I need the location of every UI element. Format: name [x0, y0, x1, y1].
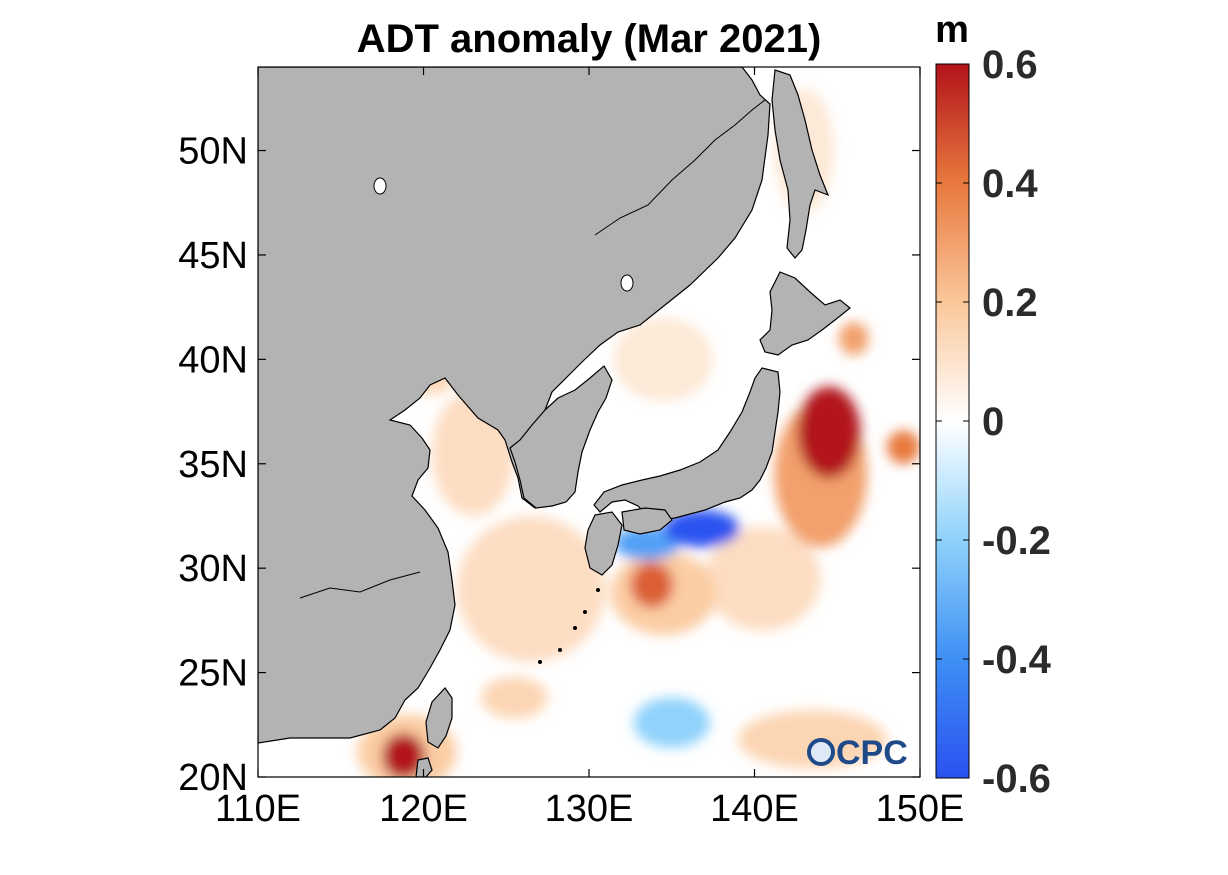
anomaly-sea-of-japan-warm	[613, 317, 714, 402]
land-hokkaido	[759, 271, 851, 356]
river-line	[594, 99, 766, 236]
colorbar-tick-label: 0.4	[982, 162, 1038, 206]
anomaly-off-sanriku-warm	[838, 321, 869, 356]
anomaly-ryukyu-warm-eddy	[630, 561, 674, 608]
x-tick-label: 140E	[710, 788, 799, 830]
anomaly-south-warm-west	[481, 676, 548, 719]
island-dot	[596, 588, 600, 592]
land-asia-mainland	[258, 67, 771, 744]
logo-text: CPC	[836, 734, 908, 772]
colorbar-tick-label: -0.4	[982, 638, 1052, 682]
colorbar-tick-label: 0.6	[982, 43, 1038, 87]
land-sakhalin	[771, 69, 830, 259]
cpc-logo: CPC	[807, 734, 908, 772]
y-tick-label: 40N	[178, 339, 248, 381]
globe-icon	[807, 738, 835, 766]
land-kyushu	[584, 511, 623, 576]
anomaly-east-china-sea-warm	[456, 515, 606, 663]
land-honshu	[593, 367, 781, 521]
y-tick-label: 35N	[178, 444, 248, 486]
colorbar-tick-label: 0.2	[982, 281, 1038, 325]
anomaly-shikoku-cold-west	[613, 526, 681, 560]
x-tick-label: 130E	[545, 788, 634, 830]
x-tick-label: 110E	[215, 788, 301, 830]
colorbar-tick-label: 0	[982, 400, 1004, 444]
y-axis: 20N 25N 30N 35N 40N 45N 50N	[178, 131, 920, 799]
anomaly-south-warm-east	[737, 710, 887, 769]
y-tick-label: 50N	[178, 131, 248, 173]
x-tick-label: 120E	[379, 788, 468, 830]
map-title: ADT anomaly (Mar 2021)	[357, 17, 822, 61]
x-axis: 110E 120E 130E 140E 150E	[215, 67, 964, 830]
land-luzon-tip	[415, 757, 433, 777]
land-taiwan	[425, 687, 453, 749]
colorbar-tick-label: -0.6	[982, 757, 1051, 801]
anomaly-luzon-strait-warm	[382, 733, 426, 777]
anomaly-izu-warm	[704, 526, 821, 631]
x-tick-label: 150E	[876, 788, 965, 830]
anomaly-philippine-sea-cold	[633, 697, 710, 748]
colorbar-tick-label: -0.2	[982, 519, 1051, 563]
map-area	[258, 67, 920, 777]
land-shikoku	[621, 507, 673, 535]
island-dot	[558, 648, 562, 652]
river-line	[299, 571, 421, 599]
land-korea	[509, 365, 613, 509]
anomaly-kuroshio-extension-hot	[797, 386, 861, 479]
y-tick-label: 30N	[178, 548, 248, 590]
anomaly-east-edge-warm	[886, 430, 920, 464]
y-tick-label: 25N	[178, 653, 248, 695]
colorbar-unit: m	[935, 9, 969, 51]
lake-spot	[620, 274, 634, 292]
lake-spot	[373, 177, 387, 195]
y-tick-label: 20N	[178, 757, 248, 799]
land-mass	[258, 67, 851, 777]
y-tick-label: 45N	[178, 235, 248, 277]
anomaly-shikoku-cold-core	[663, 509, 740, 548]
island-dot	[538, 660, 542, 664]
island-dot	[583, 610, 587, 614]
colorbar-ticks: 0.6 0.4 0.2 0 -0.2 -0.4 -0.6	[936, 43, 1052, 801]
island-dot	[573, 626, 577, 630]
